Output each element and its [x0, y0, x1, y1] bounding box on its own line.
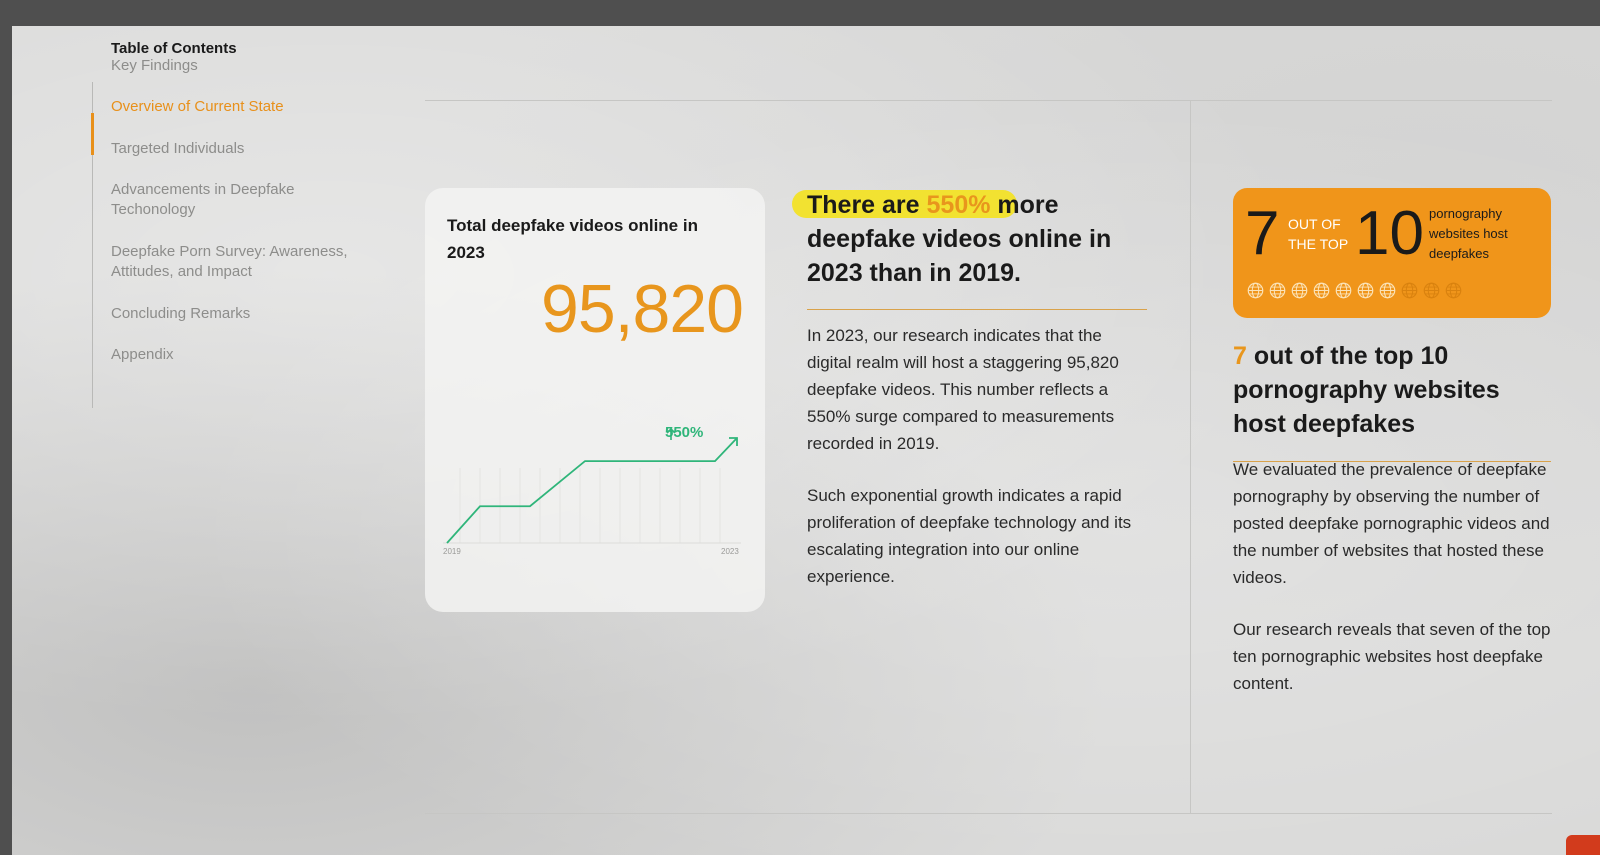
globe-icon: [1247, 282, 1264, 299]
globe-icon: [1379, 282, 1396, 299]
section2-paragraph-2: Our research reveals that seven of the t…: [1233, 620, 1551, 693]
globe-icon: [1335, 282, 1352, 299]
subhead-accent: 7: [1233, 342, 1247, 370]
badge-big-left: 7: [1245, 199, 1280, 268]
globe-icon: [1291, 282, 1308, 299]
section1-paragraph-2: Such exponential growth indicates a rapi…: [807, 486, 1132, 586]
globe-row: [1247, 282, 1462, 299]
toc-item-appendix[interactable]: Appendix: [111, 346, 174, 363]
section-rule-top: [425, 100, 1552, 101]
toc-active-indicator: [91, 113, 94, 155]
toc-item-overview[interactable]: Overview of Current State: [111, 98, 284, 115]
chart-series-line: [446, 437, 738, 544]
report-page: Table of Contents Key Findings Overview …: [12, 26, 1600, 855]
badge-description: pornography websites host deepfakes: [1429, 206, 1508, 261]
chart-growth-label: 550%: [665, 424, 703, 441]
globe-icon: [1357, 282, 1374, 299]
stat-badge: 7 OUT OF THE TOP 10 pornography websites…: [1233, 188, 1551, 318]
headline-accent: 550%: [926, 191, 991, 219]
badge-big-right: 10: [1355, 199, 1424, 268]
subhead-rest: out of the top 10 pornography websites h…: [1233, 342, 1500, 438]
headline-rule: [807, 309, 1147, 310]
stat-card: Total deepfake videos online in 2023 95,…: [425, 188, 765, 612]
toc-item-concluding-remarks[interactable]: Concluding Remarks: [111, 305, 251, 322]
card-title: Total deepfake videos online in 2023: [447, 216, 698, 262]
headline-highlight: [792, 190, 1017, 218]
headline: There are 550% more deepfake videos onli…: [807, 188, 1167, 290]
headline-post: more deepfake videos online in 2023 than…: [807, 191, 1112, 287]
arrow-up-icon: [666, 427, 676, 440]
subhead: 7 out of the top 10 pornography websites…: [1233, 339, 1553, 441]
chart-x-label-end: 2023: [721, 547, 739, 556]
subhead-rule: [1233, 461, 1551, 462]
section2-paragraph-1: We evaluated the prevalence of deepfake …: [1233, 460, 1550, 587]
chart-x-label-start: 2019: [443, 547, 461, 556]
chart-end-arrow: [729, 437, 738, 446]
card-number: 95,820: [541, 271, 744, 347]
toc-item-key-findings[interactable]: Key Findings: [111, 57, 198, 74]
growth-line-chart: 550% 2019 2023: [443, 424, 741, 556]
section1-paragraph-1: In 2023, our research indicates that the…: [807, 326, 1119, 453]
globe-icon: [1401, 282, 1418, 299]
toc-item-advancements[interactable]: Advancements in Deepfake Techonology: [111, 181, 295, 218]
globe-icon: [1445, 282, 1462, 299]
toc-item-targeted-individuals[interactable]: Targeted Individuals: [111, 140, 245, 157]
toc-title: Table of Contents: [111, 40, 237, 57]
column-divider: [1190, 100, 1191, 814]
globe-icon: [1313, 282, 1330, 299]
globe-icon: [1269, 282, 1286, 299]
headline-pre: There are: [807, 191, 927, 219]
section-rule-bottom: [425, 813, 1552, 814]
globe-icon: [1423, 282, 1440, 299]
toc-track: [92, 82, 93, 408]
home-icon[interactable]: [1566, 835, 1600, 855]
toc-item-survey[interactable]: Deepfake Porn Survey: Awareness, Attitud…: [111, 243, 348, 280]
badge-small-line-1: OUT OF: [1288, 216, 1341, 232]
badge-small-line-2: THE TOP: [1288, 236, 1349, 252]
